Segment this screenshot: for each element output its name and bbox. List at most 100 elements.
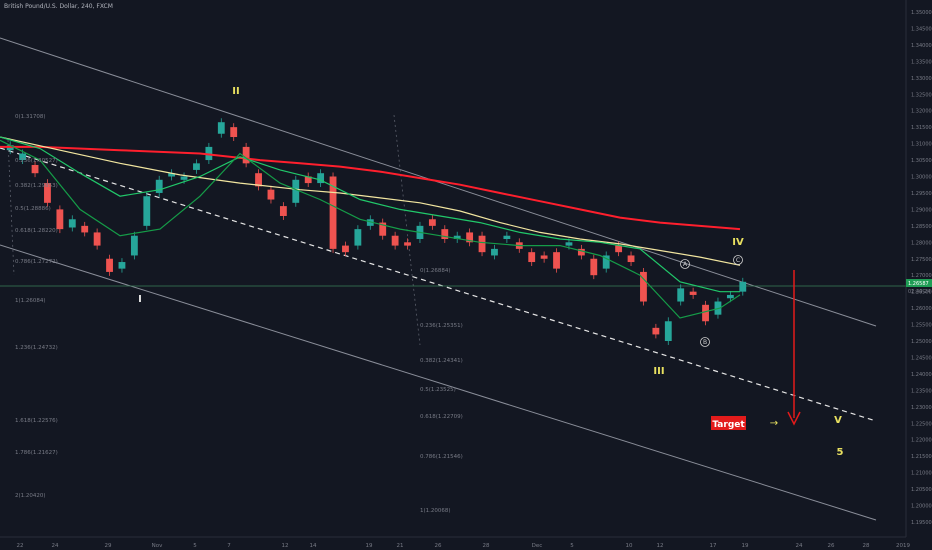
time-tick-label: 28: [863, 543, 870, 549]
candle-body: [130, 235, 138, 256]
time-tick-label: 26: [435, 543, 442, 549]
time-tick-label: 19: [366, 543, 373, 549]
price-axis-bg: [906, 0, 932, 550]
price-tick-label: 1.22500: [911, 421, 932, 427]
fib-level-left: 0.236(1.30527): [15, 158, 58, 164]
price-tick-label: 1.21000: [911, 471, 932, 477]
fib-level-mid: 1(1.20068): [420, 508, 451, 514]
time-tick-label: 19: [742, 543, 749, 549]
price-tick-label: 1.31000: [911, 142, 932, 148]
candle-body: [466, 232, 474, 243]
price-tick-label: 1.22000: [911, 438, 932, 444]
fib-level-mid: 0.382(1.24341): [420, 358, 463, 364]
candle-body: [478, 235, 486, 253]
candle-body: [540, 255, 548, 259]
labels-layer: 0(1.31708) 0.236(1.30527) 0.382(1.29853) 0.…: [15, 86, 844, 514]
time-tick-label: 29: [105, 543, 112, 549]
candle-body: [503, 235, 511, 240]
target-box: [711, 416, 746, 430]
time-tick-label: 21: [397, 543, 404, 549]
price-tick-label: 1.35000: [911, 10, 932, 16]
price-tick-label: 1.25500: [911, 323, 932, 329]
candle-body: [317, 173, 325, 184]
fib-level-left: 0.382(1.29853): [15, 183, 58, 189]
candle-body: [689, 291, 697, 295]
time-tick-label: 12: [657, 543, 664, 549]
time-tick-label: 26: [828, 543, 835, 549]
candle-body: [255, 173, 262, 187]
time-tick-label: 10: [626, 543, 633, 549]
candle-body: [602, 255, 610, 269]
candle-body: [292, 179, 300, 203]
wave-sub-label: B: [703, 339, 707, 346]
current-price-tag: [906, 279, 932, 287]
candle-body: [19, 153, 27, 161]
candle-body: [230, 127, 238, 138]
candle-body: [56, 209, 64, 230]
price-tick-label: 1.26000: [911, 306, 932, 312]
time-axis-bg: [0, 537, 932, 550]
fib-level-left: 1.236(1.24732): [15, 345, 58, 351]
price-tick-label: 1.24500: [911, 355, 932, 361]
price-tick-label: 1.32000: [911, 109, 932, 115]
arrow-glyph: →: [770, 418, 778, 429]
fib-level-mid: 0(1.26884): [420, 268, 451, 274]
wave-sub-circle: [733, 255, 743, 265]
fib-level-left: 1.786(1.21627): [15, 450, 58, 456]
target-label: Target: [712, 420, 745, 430]
time-tick-label: 24: [52, 543, 59, 549]
candle-body: [304, 176, 312, 184]
candle-body: [366, 219, 374, 226]
candle-body: [180, 176, 188, 180]
candle-body: [155, 179, 163, 193]
price-tick-label: 1.25000: [911, 339, 932, 345]
fib-level-mid: 0.236(1.25351): [420, 323, 463, 329]
time-tick-label: 22: [17, 543, 24, 549]
candle-body: [279, 206, 287, 216]
candle-body: [404, 242, 411, 246]
time-tick-label: 12: [282, 543, 289, 549]
countdown-text: 02:49:24: [908, 289, 930, 295]
chart-title: British Pound/U.S. Dollar, 240, FXCM: [4, 3, 113, 10]
price-tick-label: 1.28000: [911, 240, 932, 246]
time-tick-label: 28: [483, 543, 490, 549]
candle-body: [217, 122, 225, 134]
wave-label: IV: [732, 237, 744, 248]
candle-body: [93, 232, 101, 246]
price-tick-label: 1.27000: [911, 273, 932, 279]
candle-body: [577, 248, 585, 256]
candle-body: [664, 321, 672, 341]
time-tick-label: 2019: [896, 543, 910, 549]
candle-body: [441, 229, 449, 240]
candle-body: [590, 258, 598, 276]
current-price-text: 1.26587: [908, 281, 929, 287]
price-tick-label: 1.26500: [911, 290, 932, 296]
candle-body: [565, 242, 573, 246]
candle-body: [242, 146, 250, 164]
target-arrow-head: [787, 411, 801, 426]
price-tick-label: 1.30500: [911, 158, 932, 164]
candle-body: [677, 288, 685, 302]
price-tick-label: 1.31500: [911, 125, 932, 131]
wave-sub-label: A: [683, 261, 688, 268]
candle-body: [44, 183, 51, 203]
time-tick-label: 7: [227, 543, 231, 549]
candle-body: [81, 225, 89, 233]
time-tick-label: 14: [310, 543, 317, 549]
time-tick-label: 5: [193, 543, 197, 549]
price-tick-label: 1.28500: [911, 224, 932, 230]
candle-body: [143, 196, 151, 226]
candle-body: [31, 164, 39, 174]
fib-level-left: 2(1.20420): [15, 493, 46, 499]
candle-body: [640, 271, 647, 302]
candle-body: [205, 146, 213, 161]
price-tick-label: 1.33500: [911, 59, 932, 65]
price-tick-label: 1.30000: [911, 175, 932, 181]
candle-body: [652, 327, 660, 335]
price-tick-label: 1.20000: [911, 504, 932, 510]
candle-body: [379, 222, 387, 236]
moving-averages-layer: [0, 136, 741, 319]
fib-level-left: 0.786(1.27272): [15, 259, 58, 265]
